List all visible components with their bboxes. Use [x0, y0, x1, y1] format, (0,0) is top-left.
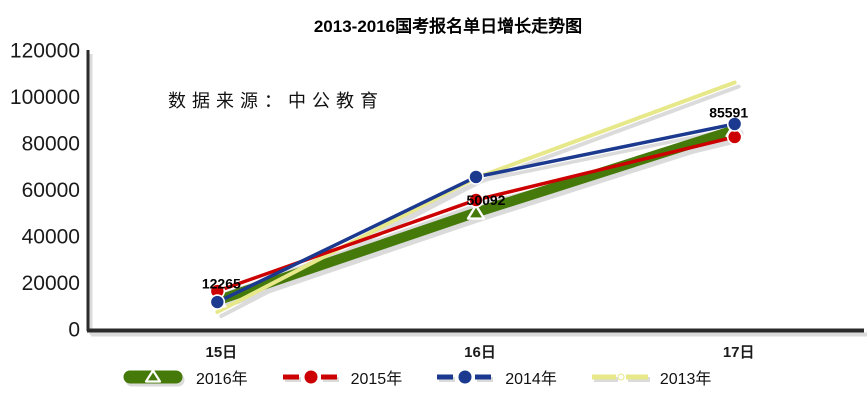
legend-label-2014年: 2014年 [505, 371, 557, 388]
circle-marker-2014年 [468, 169, 484, 185]
legend-swatch-2015年 [282, 370, 339, 384]
y-tick-label: 80000 [22, 133, 80, 156]
x-tick-label: 16日 [464, 344, 496, 361]
x-tick-label: 17日 [723, 344, 755, 361]
legend-swatch-2014年 [437, 370, 494, 384]
legend-swatch-shape [144, 369, 162, 383]
legend-swatch-shape [617, 373, 625, 381]
legend-label-2013年: 2013年 [659, 371, 712, 388]
y-tick-label: 100000 [10, 86, 80, 109]
legend-swatch-shape [304, 370, 318, 384]
legend-item-2013年: 2013年 [590, 364, 712, 390]
chart-title: 2013-2016国考报名单日增长走势图 [313, 17, 583, 36]
circle-marker-2015年 [726, 129, 743, 145]
y-tick-label: 120000 [10, 40, 80, 63]
chart-legend: 2016年 2015年 2014年 2013年 [122, 364, 711, 390]
legend-label-2016年: 2016年 [196, 371, 248, 388]
y-tick-label: 40000 [22, 226, 80, 249]
legend-item-2016年: 2016年 [122, 364, 248, 390]
legend-label-2015年: 2015年 [350, 371, 403, 388]
x-tick-label: 15日 [205, 344, 237, 361]
circle-marker-2014年 [726, 116, 743, 132]
y-tick-label: 60000 [22, 179, 80, 202]
y-tick-label: 0 [68, 319, 80, 342]
line-chart-canvas: 12265 50092 85591 0 20000 40000 60000 80000 1000… [10, 40, 867, 361]
data-label-2016年-17日: 85591 [709, 105, 748, 121]
legend-item-2014年: 2014年 [435, 364, 557, 390]
data-label-2016年-16日: 50092 [467, 192, 506, 208]
legend-swatch-2016年 [123, 369, 185, 387]
source-note: 数据来源：中公教育 [168, 91, 384, 111]
circle-marker-2015年 [468, 192, 484, 208]
legend-item-2015年: 2015年 [281, 364, 403, 390]
triangle-marker-2016年 [466, 204, 486, 220]
data-label-2016年-15日: 12265 [202, 275, 241, 291]
legend-swatch-2013年 [591, 373, 650, 382]
y-tick-label: 20000 [22, 272, 80, 295]
circle-marker-2014年 [209, 294, 226, 310]
legend-swatch-shape [458, 370, 472, 384]
